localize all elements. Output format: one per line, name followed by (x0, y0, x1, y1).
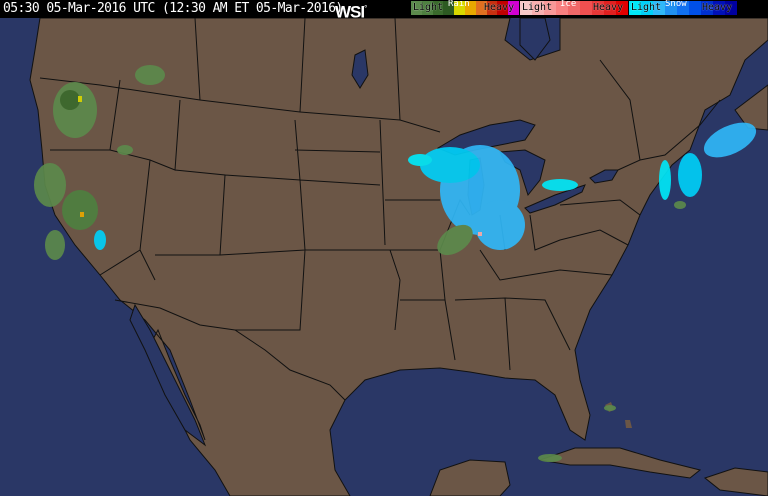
us-canada-border-east (617, 99, 721, 171)
hudson-bay-inlet (519, 18, 551, 61)
radar-echoes (34, 65, 757, 462)
legend-rain-swatch (421, 1, 433, 15)
legend-ice-swatch (544, 1, 556, 15)
lake-erie (524, 184, 586, 214)
legend-ice-swatch (616, 1, 628, 15)
legend-ice-swatch (556, 1, 568, 15)
legend-snow-swatch (665, 1, 677, 15)
land-cuba (539, 447, 702, 479)
legend-rain-swatch (443, 1, 455, 15)
legend-rain-heavy: Heavy (484, 2, 515, 13)
legend-snow-swatch (725, 1, 737, 15)
logo-text: WSI (335, 2, 365, 22)
map-canvas[interactable] (0, 18, 768, 496)
legend-ice-swatch (532, 1, 544, 15)
legend-ice-swatch (580, 1, 592, 15)
great-lakes (351, 18, 619, 216)
wsi-logo: WSI° (335, 0, 367, 22)
legend-snow-swatch (713, 1, 725, 15)
legend-ice-swatch (568, 1, 580, 15)
legend-ice-light: Light (522, 2, 553, 13)
legend-ice-title: Ice (560, 0, 577, 9)
legend-ice-swatch (592, 1, 604, 15)
land-yucatan (429, 459, 511, 496)
legend-rain-swatch (432, 1, 444, 15)
legend-snow-swatch (653, 1, 665, 15)
legend-snow-title: Snow (665, 0, 687, 9)
legend-rain-title: Rain (448, 0, 470, 9)
us-canada-border (39, 77, 441, 133)
timestamp: 05:30 05-Mar-2016 UTC (12:30 AM ET 05-Ma… (3, 1, 343, 16)
legend-snow-swatch (641, 1, 653, 15)
legend-rain-swatch (486, 1, 498, 15)
lake-winnipeg (351, 49, 369, 89)
legend-ice-swatch (604, 1, 616, 15)
header-bar: 05:30 05-Mar-2016 UTC (12:30 AM ET 05-Ma… (0, 0, 768, 21)
snow-northeast (659, 122, 757, 209)
land-hispaniola (703, 467, 768, 496)
rain-west-coast (34, 65, 165, 260)
rain-caribbean (538, 405, 616, 462)
legend-snow-swatch (629, 1, 641, 15)
legend-snow-swatch (677, 1, 689, 15)
legend-ice (520, 1, 628, 15)
province-lines (194, 18, 641, 161)
logo-mark: ° (364, 4, 367, 13)
lake-ontario (589, 169, 619, 184)
legend-snow (629, 1, 737, 15)
legend-rain-swatch (475, 1, 487, 15)
gulf-of-california (129, 303, 207, 447)
legend-snow-light: Light (631, 2, 662, 13)
legend-rain-swatch (464, 1, 476, 15)
boundaries (39, 18, 721, 401)
legend-rain-swatch (411, 1, 422, 15)
legend-rain (411, 1, 519, 15)
legend-rain-swatch (497, 1, 509, 15)
legend-rain-swatch (508, 1, 519, 15)
legend-snow-swatch (689, 1, 701, 15)
rain-midwest (437, 224, 473, 256)
legend-rain-swatch (454, 1, 465, 15)
snow-great-lakes (408, 145, 578, 250)
legend-rain-light: Light (413, 2, 444, 13)
legend-ice-swatch (520, 1, 532, 15)
legend-snow-swatch (701, 1, 713, 15)
legend-ice-heavy: Heavy (593, 2, 624, 13)
land-nova-scotia (734, 84, 768, 131)
legend-snow-heavy: Heavy (702, 2, 733, 13)
us-mexico-border (114, 299, 346, 401)
